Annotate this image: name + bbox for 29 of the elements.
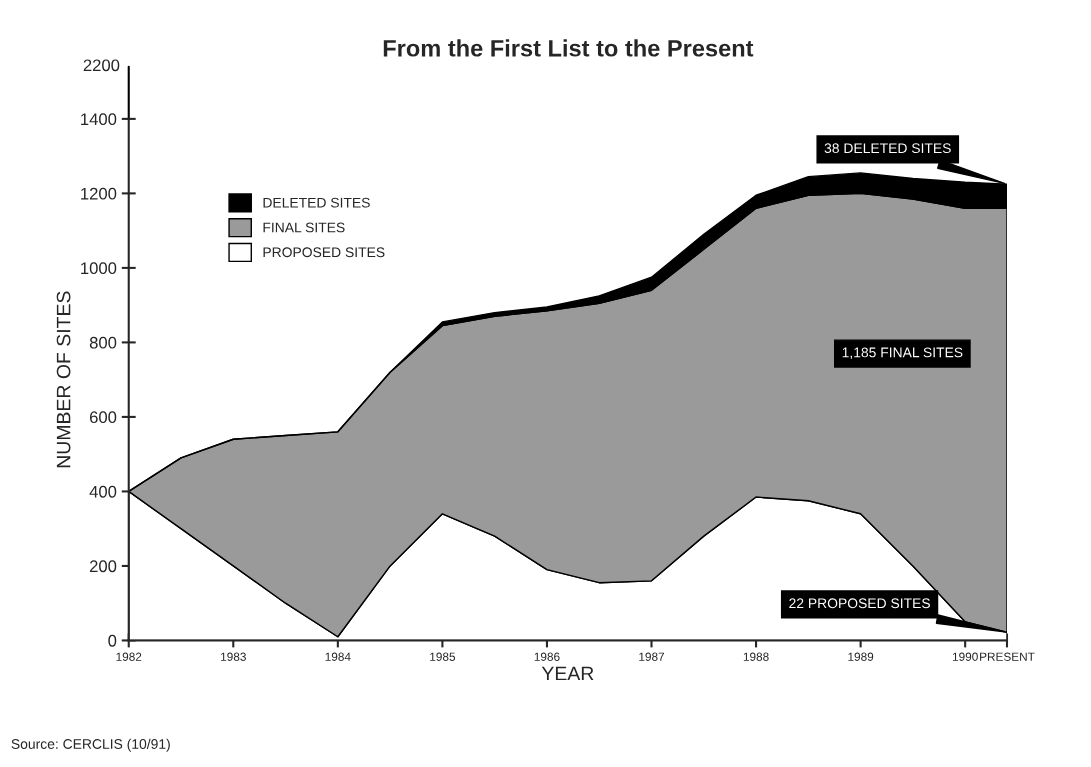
y-tick-label: 200 xyxy=(89,560,117,573)
x-tick-label: 1989 xyxy=(848,652,874,661)
annotation: 38 DELETED SITES xyxy=(824,143,951,154)
y-tick-label: 600 xyxy=(89,411,117,424)
text: 2200 xyxy=(83,59,120,72)
x-tick-label: 1985 xyxy=(430,652,456,661)
x-tick-label: 1984 xyxy=(325,652,351,661)
x-tick-label: PRESENT xyxy=(980,652,1035,661)
annotation: 22 PROPOSED SITES xyxy=(789,598,930,609)
y-tick-label: 800 xyxy=(89,336,117,349)
x-tick-label: 1990 xyxy=(952,652,978,661)
annotation: 1,185 FINAL SITES xyxy=(842,347,963,359)
y-tick-label: 1200 xyxy=(81,187,117,200)
legend-label: FINAL SITES xyxy=(263,222,345,233)
x-tick-label: 1986 xyxy=(534,652,560,661)
x-tick-label: 1988 xyxy=(743,652,769,661)
chart-title: From the First List to the Present xyxy=(383,39,754,57)
legend-label: PROPOSED SITES xyxy=(263,247,385,258)
source-note: Source: CERCLIS (10/91) xyxy=(11,738,170,752)
legend-label: DELETED SITES xyxy=(263,197,370,208)
x-tick-label: 1987 xyxy=(639,652,665,661)
x-tick-label: 1982 xyxy=(116,652,142,661)
y-tick-label: 1400 xyxy=(81,113,117,126)
y-tick-label: 400 xyxy=(89,485,117,498)
x-axis-title: YEAR xyxy=(541,666,594,681)
y-tick-label: 1000 xyxy=(81,262,117,275)
y-axis-title: NUMBER OF SITES xyxy=(56,291,71,468)
y-tick-label: 0 xyxy=(108,634,117,647)
x-tick-label: 1983 xyxy=(221,652,246,661)
